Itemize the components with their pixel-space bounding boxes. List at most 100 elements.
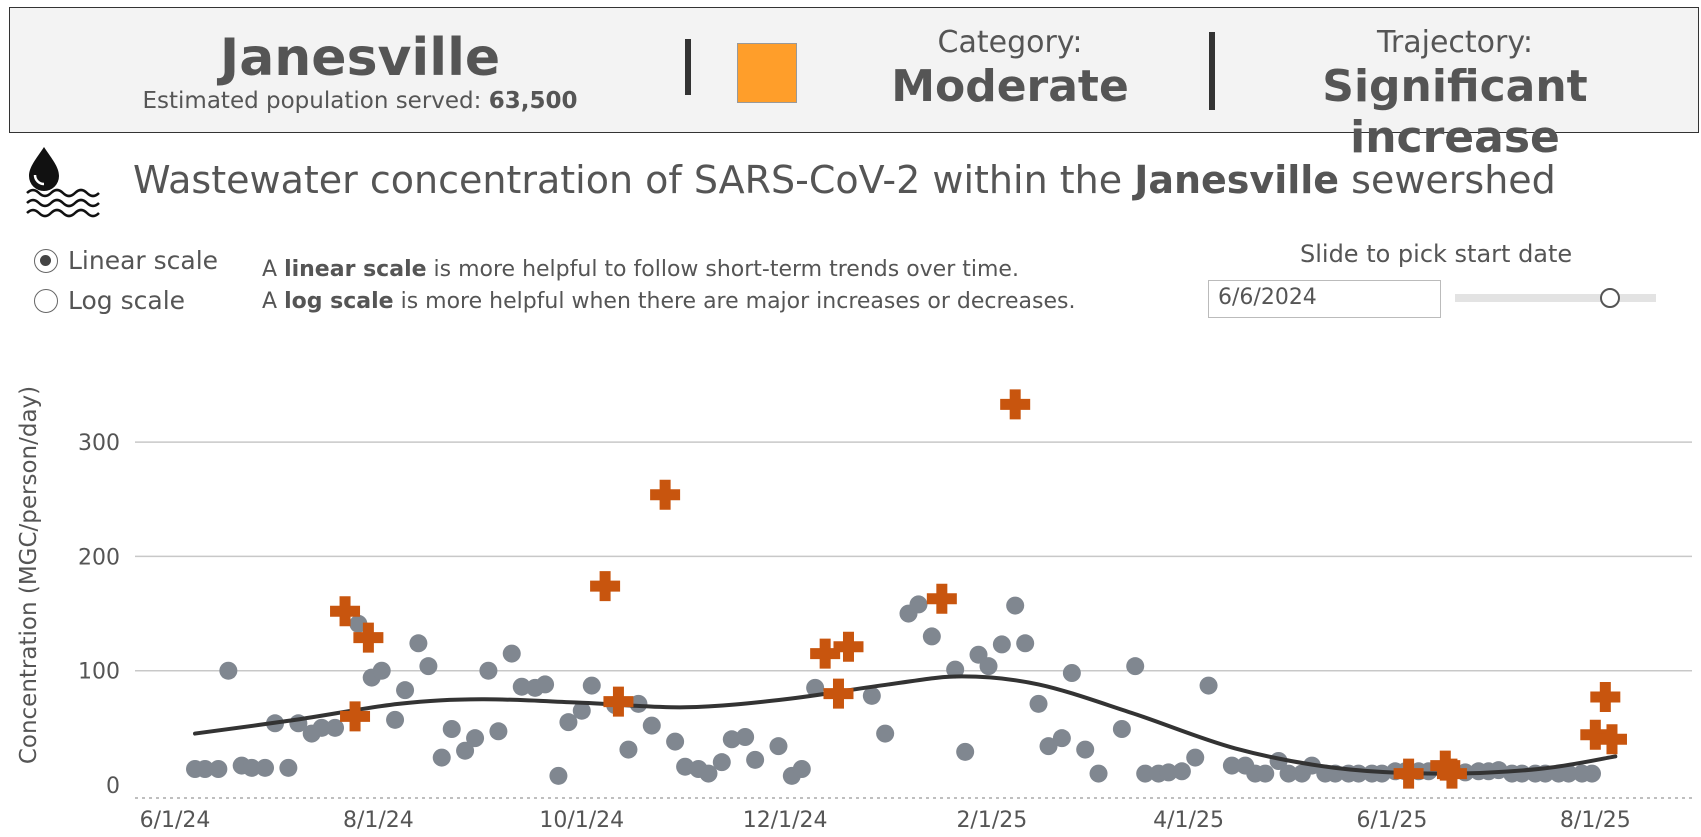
sample-point xyxy=(196,760,215,778)
sample-point xyxy=(722,730,741,749)
flagged-sample-marker xyxy=(1436,758,1467,789)
sample-point xyxy=(209,760,228,778)
sample-point xyxy=(372,661,391,680)
sample-point xyxy=(1016,634,1035,653)
sample-point xyxy=(956,742,975,761)
sample-point xyxy=(746,750,765,769)
sample-point xyxy=(396,681,415,700)
sample-point xyxy=(1126,657,1145,676)
sample-point xyxy=(456,741,475,760)
trajectory-value: Significant increase xyxy=(1322,61,1588,163)
category-value: Moderate xyxy=(891,61,1129,112)
sample-point xyxy=(736,728,755,746)
note-emphasis: linear scale xyxy=(284,257,427,282)
sample-point xyxy=(312,718,331,737)
sample-point xyxy=(572,701,591,720)
start-date-slider-handle[interactable] xyxy=(1600,288,1620,308)
y-tick-label: 200 xyxy=(78,545,120,570)
sample-point xyxy=(1582,764,1601,783)
trend-line xyxy=(193,674,1618,776)
title-suffix: sewershed xyxy=(1351,158,1556,202)
sample-point xyxy=(769,737,788,756)
flagged-sample-marker xyxy=(1393,758,1424,789)
sample-point xyxy=(489,722,508,741)
sample-point xyxy=(1559,764,1578,783)
sample-point xyxy=(862,686,881,705)
x-tick-label: 12/1/24 xyxy=(743,808,828,833)
sample-point xyxy=(386,710,405,729)
sample-point xyxy=(1186,748,1205,767)
population-served: Estimated population served: 63,500 xyxy=(10,88,710,114)
x-tick-label: 6/1/25 xyxy=(1357,808,1428,833)
start-date-slider-label: Slide to pick start date xyxy=(1300,240,1573,268)
flagged-sample-marker xyxy=(1000,389,1031,420)
sample-point xyxy=(1172,762,1191,781)
flagged-sample-marker xyxy=(833,631,864,662)
radio-button-selected[interactable] xyxy=(34,248,58,273)
sample-point xyxy=(326,718,345,737)
sample-point xyxy=(349,614,368,633)
sample-point xyxy=(876,724,895,743)
flagged-sample-marker xyxy=(823,678,854,709)
note-text: A xyxy=(262,257,278,282)
sample-point xyxy=(219,661,238,680)
y-tick-label: 300 xyxy=(78,431,120,456)
sample-point xyxy=(666,732,685,751)
sample-point xyxy=(479,661,498,680)
sample-point xyxy=(1076,740,1095,759)
radio-linear-scale[interactable]: Linear scale xyxy=(34,246,218,275)
sample-point xyxy=(1159,763,1178,782)
population-value: 63,500 xyxy=(488,88,578,114)
flagged-sample-marker xyxy=(810,638,841,669)
linear-scale-note: A linear scale is more helpful to follow… xyxy=(262,257,1019,282)
x-tick-label: 4/1/25 xyxy=(1153,808,1224,833)
category-color-swatch xyxy=(737,43,797,103)
chart-title: Wastewater concentration of SARS-CoV-2 w… xyxy=(133,158,1556,202)
flagged-sample-marker xyxy=(353,622,384,653)
sample-point xyxy=(792,760,811,778)
flagged-sample-marker xyxy=(1430,750,1461,781)
note-text: A xyxy=(262,289,278,314)
concentration-chart: 0 100 200 300 6/1/24 8/1/24 10/1/24 12/1/24 2/1… xyxy=(16,386,1692,833)
radio-button[interactable] xyxy=(34,288,58,313)
city-name: Janesville xyxy=(219,28,501,88)
note-text: is more helpful to follow short-term tre… xyxy=(433,257,1019,282)
start-date-input[interactable]: 6/6/2024 xyxy=(1208,280,1441,318)
start-date-slider-track[interactable] xyxy=(1455,294,1656,302)
sample-point xyxy=(1112,720,1131,738)
x-tick-label: 6/1/24 xyxy=(140,808,211,833)
flagged-sample-marker xyxy=(590,571,621,602)
trajectory-label: Trajectory: xyxy=(1376,25,1534,60)
sample-point xyxy=(979,657,998,676)
x-tick-label: 8/1/24 xyxy=(343,808,414,833)
flagged-sample-marker xyxy=(603,686,634,717)
note-text: is more helpful when there are major inc… xyxy=(400,289,1076,314)
y-tick-label: 100 xyxy=(78,660,120,685)
sample-point xyxy=(1279,764,1298,783)
sample-point xyxy=(992,635,1011,654)
flagged-sample-marker xyxy=(340,701,371,732)
y-axis-label: Concentration (MGC/person/day) xyxy=(16,386,42,764)
note-emphasis: log scale xyxy=(284,289,394,314)
sample-point xyxy=(909,595,928,614)
log-scale-note: A log scale is more helpful when there a… xyxy=(262,289,1075,314)
sample-point xyxy=(806,678,825,697)
sample-point xyxy=(699,764,718,783)
category-label: Category: xyxy=(937,25,1083,60)
title-city: Janesville xyxy=(1134,158,1340,202)
population-label: Estimated population served: xyxy=(142,88,482,114)
flagged-sample-marker xyxy=(926,583,957,614)
sample-point xyxy=(1136,764,1155,783)
header-divider xyxy=(685,39,691,95)
water-drop-waves-icon xyxy=(26,147,100,218)
sample-point xyxy=(582,676,601,695)
sample-point xyxy=(1052,729,1071,748)
radio-label: Log scale xyxy=(68,286,186,315)
sample-point xyxy=(922,627,941,646)
sample-point xyxy=(242,758,261,777)
radio-log-scale[interactable]: Log scale xyxy=(34,286,185,315)
sample-point xyxy=(502,644,521,663)
sample-point xyxy=(559,713,578,732)
header-divider xyxy=(1209,32,1215,110)
flagged-sample-marker xyxy=(650,479,681,510)
